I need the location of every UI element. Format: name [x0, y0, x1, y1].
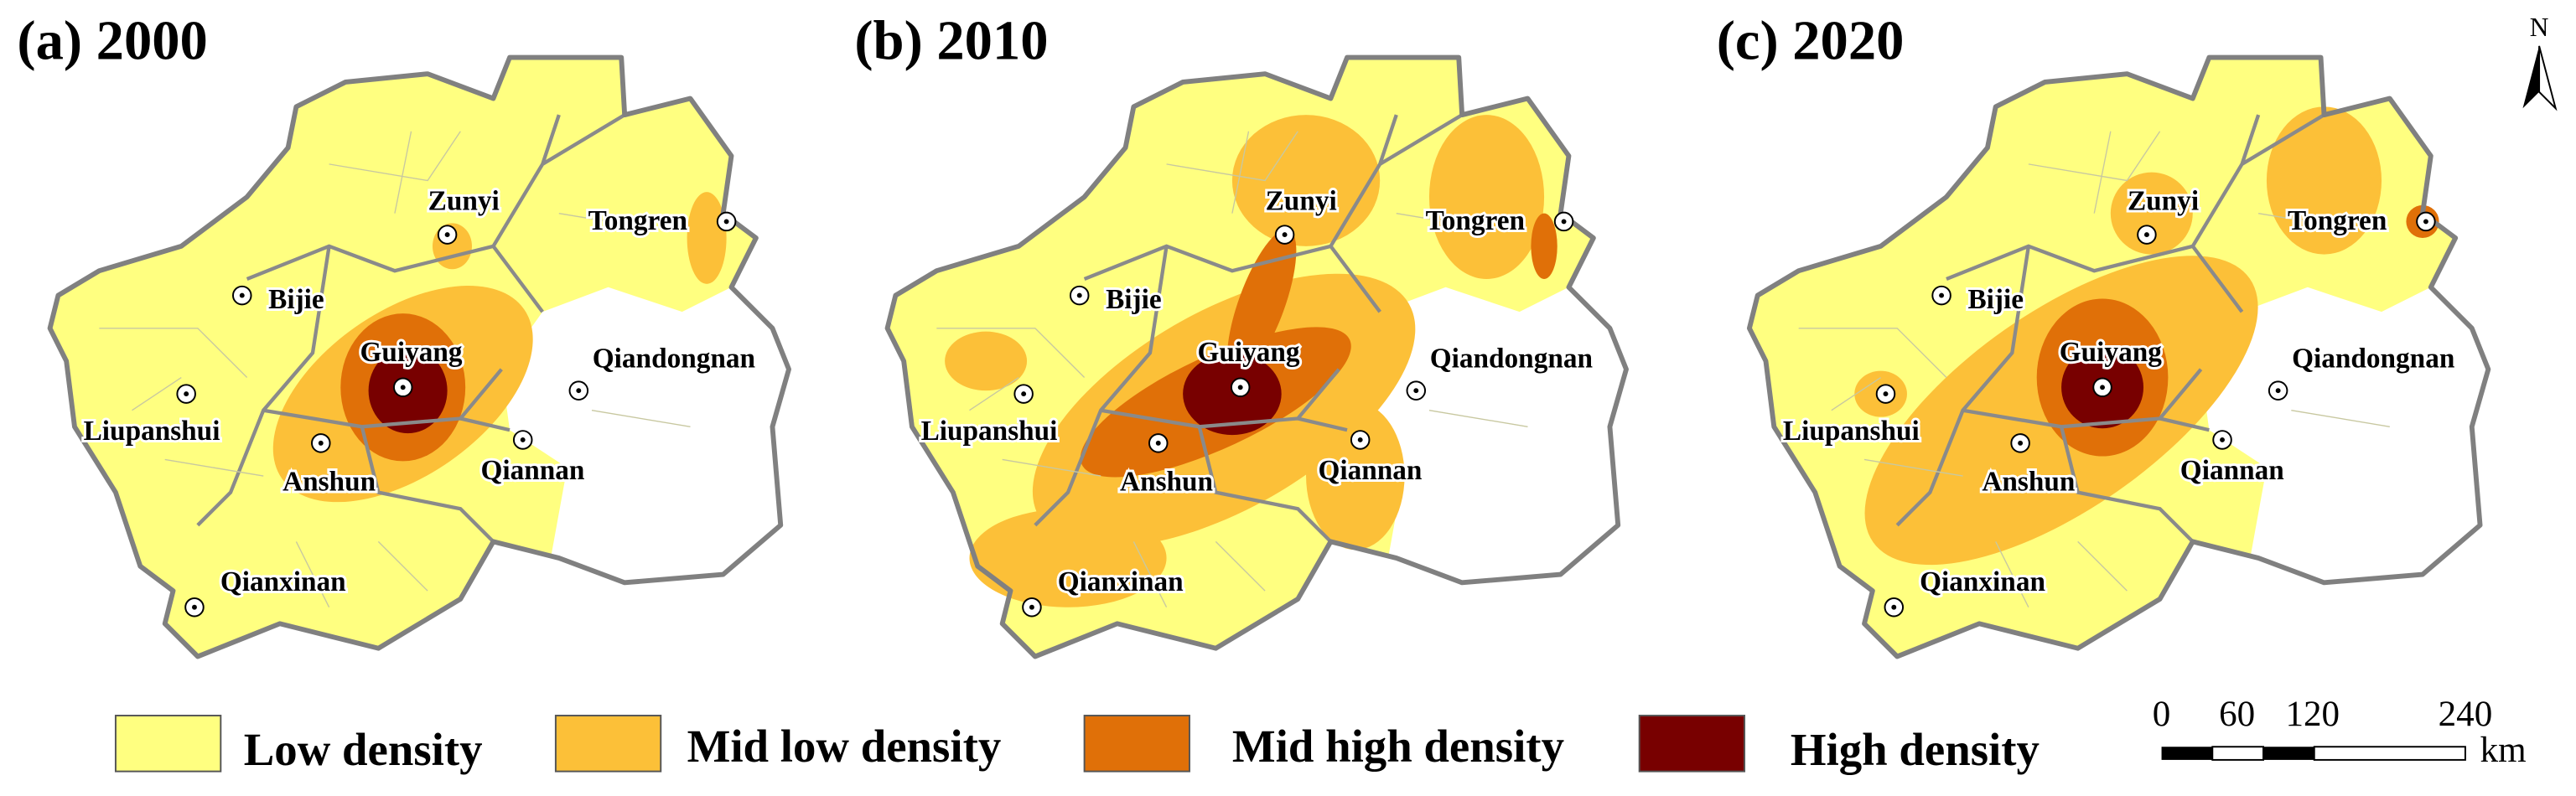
panel-c	[1749, 58, 2488, 657]
city-label: Anshun	[1120, 467, 1213, 498]
city-marker	[1022, 597, 1042, 618]
city-marker	[2268, 380, 2288, 401]
city-label: Liupanshui	[84, 416, 220, 447]
city-label: Tongren	[588, 205, 687, 236]
city-marker	[1350, 430, 1371, 450]
city-label: Qiannan	[480, 455, 584, 486]
legend-label: Mid low density	[687, 721, 1002, 772]
city-marker	[437, 225, 458, 245]
city-marker	[1013, 384, 1034, 404]
city-marker	[1069, 285, 1090, 306]
city-label: Qianxinan	[1920, 566, 2045, 597]
city-marker	[311, 433, 331, 453]
city-label: Qiannan	[2180, 455, 2284, 486]
city-label: Qianxinan	[1058, 566, 1184, 597]
city-marker	[1406, 380, 1427, 401]
city-label: Anshun	[1982, 467, 2075, 498]
city-label: Liupanshui	[921, 416, 1058, 447]
legend-label: Mid high density	[1232, 721, 1564, 772]
north-arrow: N	[2522, 13, 2558, 111]
city-label: Bijie	[268, 284, 324, 315]
panel-labels: (c) 2020 Zunyi Tongren Bijie Guiyang Qiandong…	[1717, 11, 2457, 618]
legend-label: Low density	[244, 724, 483, 775]
city-marker	[184, 597, 205, 618]
city-label: Zunyi	[2128, 186, 2199, 217]
city-marker	[1230, 377, 1251, 398]
city-label: Tongren	[1426, 205, 1525, 236]
legend-swatch	[554, 715, 662, 773]
city-marker	[2092, 377, 2112, 398]
city-label: Zunyi	[1266, 186, 1337, 217]
city-marker	[1884, 597, 1905, 618]
city-label: Qiandongnan	[593, 344, 755, 375]
north-label: N	[2530, 13, 2549, 42]
panel-title: (b) 2010	[854, 11, 1048, 72]
city-label: Anshun	[282, 467, 376, 498]
city-label: Bijie	[1106, 284, 1162, 315]
city-marker	[2010, 433, 2030, 453]
city-marker	[2137, 225, 2157, 245]
city-marker	[1875, 384, 1896, 404]
panel-title: (c) 2020	[1717, 11, 1905, 72]
city-marker	[2416, 211, 2436, 232]
city-marker	[2212, 430, 2232, 450]
legend-label: High density	[1791, 724, 2040, 775]
city-label: Zunyi	[428, 186, 500, 217]
city-marker	[512, 430, 533, 450]
city-marker	[1274, 225, 1295, 245]
city-label: Qianxinan	[220, 566, 346, 597]
city-marker	[176, 384, 196, 404]
city-label: Guiyang	[1197, 337, 1299, 368]
panel-labels: (a) 2000 Zunyi Tongren Bijie Guiyang Qiandong…	[17, 11, 758, 618]
city-label: Guiyang	[360, 337, 462, 368]
city-marker	[716, 211, 737, 232]
scale-label: 120	[2285, 695, 2340, 734]
city-label: Qiannan	[1318, 455, 1422, 486]
city-marker	[1931, 285, 1951, 306]
legend-swatch	[1638, 715, 1746, 773]
city-marker	[1553, 211, 1574, 232]
city-label: Guiyang	[2060, 337, 2162, 368]
city-label: Qiandongnan	[1430, 344, 1593, 375]
legend-swatch	[1083, 715, 1190, 773]
legend-swatch	[114, 715, 222, 773]
city-label: Qiandongnan	[2292, 344, 2454, 375]
city-label: Bijie	[1967, 284, 2024, 315]
city-marker	[1148, 433, 1169, 453]
panel-labels: (b) 2010 Zunyi Tongren Bijie Guiyang Qiandong…	[854, 11, 1595, 618]
scale-label: 240	[2439, 695, 2493, 734]
city-marker	[392, 377, 413, 398]
scale-bar: 0 60 120 240 km	[2153, 695, 2527, 770]
panel-b	[888, 58, 1626, 657]
panel-title: (a) 2000	[17, 11, 207, 72]
city-label: Liupanshui	[1783, 416, 1920, 447]
city-label: Tongren	[2288, 205, 2387, 236]
scale-unit: km	[2480, 731, 2527, 770]
city-marker	[232, 285, 252, 306]
legend: Low density Mid low density Mid high den…	[114, 715, 2040, 775]
scale-label: 60	[2219, 695, 2255, 734]
scale-label: 0	[2153, 695, 2171, 734]
city-marker	[568, 380, 589, 401]
